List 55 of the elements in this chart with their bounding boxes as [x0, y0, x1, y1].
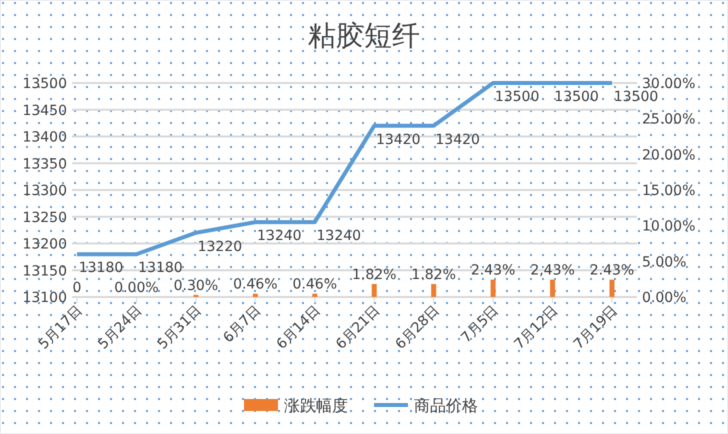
y2-tick-label: 20.00%	[642, 147, 696, 164]
x-tick-label: 5月31日	[154, 302, 205, 353]
bar	[610, 280, 614, 297]
data-label: 13420	[376, 132, 420, 148]
y-tick-label: 13250	[22, 210, 67, 226]
data-label: 2.43%	[470, 262, 516, 279]
data-label: 0.30%	[174, 278, 218, 294]
y2-tick-label: 10.00%	[642, 218, 696, 235]
bar	[490, 280, 496, 297]
data-label: 0	[72, 280, 82, 296]
data-label: 2.43%	[590, 262, 634, 279]
y-tick-label: 13150	[22, 263, 67, 280]
y2-tick-label: 25.00%	[642, 112, 696, 128]
data-label: 2,43%	[530, 262, 575, 279]
y-tick-label: 13400	[22, 130, 67, 146]
data-label: 13180	[138, 260, 183, 276]
x-tick-label: 6月21日	[333, 302, 384, 353]
x-tick-label: 7月5日	[458, 302, 502, 346]
line-series	[75, 81, 614, 256]
y-tick-label: 13450	[22, 102, 67, 119]
bar	[431, 284, 436, 297]
bar	[372, 284, 377, 297]
data-label: 13220	[198, 238, 242, 255]
y-tick-label: 13200	[22, 236, 67, 252]
data-label: 13240	[316, 228, 362, 244]
y-tick-label: 13500	[22, 76, 67, 92]
chart-title: 粘胶短纤	[308, 19, 420, 52]
x-tick-label: 5月24日	[95, 302, 146, 353]
bar	[550, 280, 556, 297]
bar	[312, 294, 318, 297]
data-label: 13500	[494, 89, 540, 105]
legend-label: 涨跌幅度	[284, 396, 348, 415]
data-label: 13240	[257, 228, 302, 244]
x-tick-label: 7月12日	[511, 302, 562, 353]
bar	[252, 294, 258, 297]
data-label: 13500	[554, 89, 599, 105]
x-tick-label: 6月14日	[274, 302, 324, 353]
data-label: 0.46%	[292, 276, 338, 293]
data-label: 0.46%	[233, 276, 278, 293]
y-tick-label: 13350	[22, 156, 67, 172]
data-label: 1.82%	[411, 267, 456, 284]
legend-label: 商品价格	[414, 396, 478, 415]
data-label: 13180	[78, 260, 124, 276]
data-label: 1.82%	[352, 267, 396, 284]
y2-tick-label: 30.00%	[642, 76, 696, 92]
x-tick-label: 7月19日	[570, 302, 621, 353]
x-tick-label: 6月28日	[392, 302, 442, 353]
data-label: 13420	[435, 132, 480, 148]
y2-tick-label: 5.00%	[642, 254, 686, 270]
data-label: 13500	[614, 89, 658, 105]
y2-tick-label: 15.00%	[642, 183, 696, 199]
y-tick-label: 13300	[22, 183, 67, 199]
x-tick-label: 6月7日	[220, 302, 264, 346]
data-label: 0.00%	[114, 280, 159, 296]
y2-tick-label: 0.00%	[642, 290, 686, 306]
